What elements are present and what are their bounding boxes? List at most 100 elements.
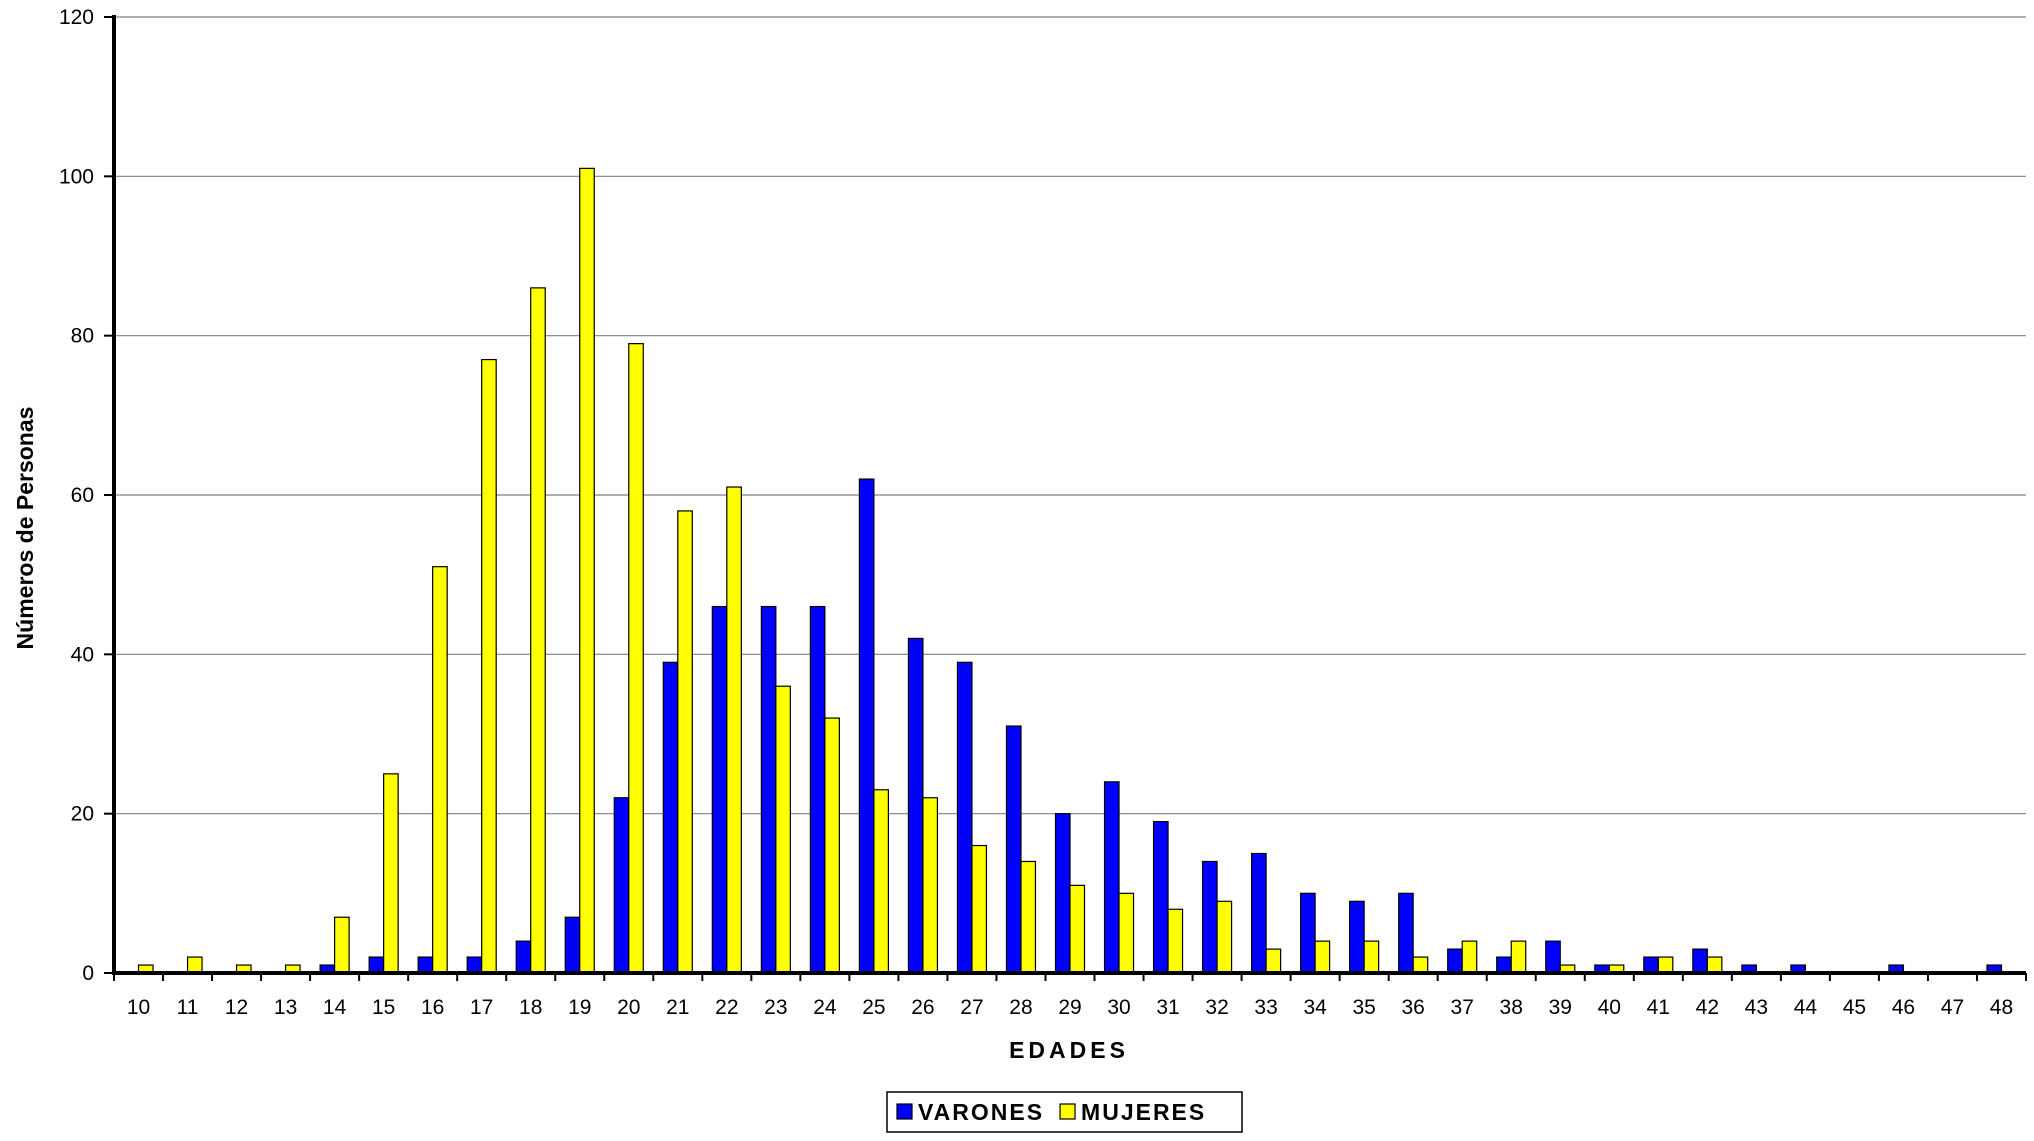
bar-mujeres-29 [1069,884,1086,974]
bar-varones-39 [1545,940,1561,974]
x-tick-label-11: 11 [177,996,199,1019]
x-tick-label-25: 25 [862,996,885,1019]
tick-labels: 0 20 40 60 80 100 120 10 11 12 13 14 15 16 17 18 19 20 21 2… [59,6,2013,1019]
bar-mujeres-32 [1216,900,1233,974]
y-tick-label-20: 20 [71,803,94,826]
x-tick-label-27: 27 [960,996,983,1019]
bar-varones-20 [613,797,630,974]
bar-mujeres-38 [1510,940,1527,974]
bar-mujeres-42 [1706,956,1723,974]
bar-varones-28 [1005,725,1022,974]
bars [137,167,2003,974]
y-tick-label-120: 120 [59,6,94,29]
bar-varones-33 [1251,852,1267,974]
bar-mujeres-36 [1412,956,1429,974]
bar-varones-23 [760,605,777,974]
x-tick-label-14: 14 [323,996,347,1019]
bar-varones-31 [1152,821,1169,974]
x-tick-label-12: 12 [225,996,248,1019]
x-tick-label-15: 15 [372,996,395,1019]
x-tick-label-17: 17 [470,996,493,1019]
x-tick-label-22: 22 [715,996,738,1019]
x-tick-label-36: 36 [1401,996,1424,1019]
bar-varones-30 [1103,781,1120,974]
legend-label-varones: VARONES [918,1099,1044,1125]
y-tick-label-40: 40 [71,643,94,666]
bar-varones-42 [1692,948,1708,974]
legend: VARONES MUJERES [886,1091,1243,1133]
bar-mujeres-14 [334,916,350,974]
bar-mujeres-34 [1314,940,1331,974]
bar-varones-22 [711,605,728,974]
legend-swatch-mujeres [1059,1103,1076,1120]
x-tick-label-38: 38 [1500,996,1523,1019]
x-tick-label-26: 26 [911,996,934,1019]
x-tick-label-30: 30 [1107,996,1130,1019]
bar-mujeres-30 [1118,892,1135,974]
bar-varones-38 [1496,956,1512,974]
bar-mujeres-19 [579,167,595,974]
bar-mujeres-18 [530,287,546,974]
x-tick-label-33: 33 [1254,996,1277,1019]
bar-mujeres-20 [628,343,644,974]
y-tick-label-0: 0 [82,962,94,985]
x-tick-label-16: 16 [421,996,444,1019]
x-axis-title: EDADES [1009,1037,1129,1063]
bar-varones-19 [564,916,581,974]
y-tick-label-100: 100 [59,165,94,188]
bar-mujeres-22 [726,486,742,974]
bar-varones-24 [809,605,826,974]
bar-mujeres-26 [922,797,939,974]
x-tick-label-44: 44 [1794,996,1818,1019]
x-tick-label-21: 21 [666,996,689,1019]
bar-varones-15 [368,956,385,974]
x-tick-label-48: 48 [1990,996,2013,1019]
bar-mujeres-17 [481,358,497,974]
x-tick-label-35: 35 [1352,996,1375,1019]
bar-mujeres-11 [186,956,203,974]
x-tick-label-46: 46 [1892,996,1915,1019]
bar-varones-41 [1643,956,1659,974]
x-tick-label-40: 40 [1598,996,1621,1019]
x-tick-label-10: 10 [127,996,150,1019]
bar-mujeres-15 [383,773,399,974]
x-tick-label-18: 18 [519,996,542,1019]
bar-mujeres-37 [1461,940,1478,974]
x-tick-label-23: 23 [764,996,787,1019]
x-tick-label-42: 42 [1696,996,1719,1019]
bar-varones-26 [907,637,924,974]
x-tick-label-41: 41 [1647,996,1670,1019]
bar-mujeres-28 [1020,860,1037,974]
bar-varones-25 [858,478,875,974]
x-tick-label-32: 32 [1205,996,1228,1019]
y-tick-label-60: 60 [71,484,94,507]
x-tick-label-39: 39 [1549,996,1572,1019]
bar-varones-27 [956,661,973,974]
bar-mujeres-33 [1265,948,1282,974]
bar-mujeres-21 [677,510,693,974]
axes [104,15,2027,981]
bar-mujeres-16 [432,566,448,974]
bar-mujeres-35 [1363,940,1380,974]
x-tick-label-45: 45 [1843,996,1866,1019]
bar-mujeres-23 [775,685,791,974]
x-tick-label-19: 19 [568,996,591,1019]
gridlines [114,16,2026,815]
legend-label-mujeres: MUJERES [1081,1099,1206,1125]
y-axis-title: Números de Personas [12,407,38,650]
bar-mujeres-41 [1657,956,1674,974]
bar-varones-32 [1201,860,1218,974]
bar-varones-18 [515,940,532,974]
x-tick-label-34: 34 [1303,996,1327,1019]
bar-varones-37 [1447,948,1463,974]
x-tick-label-43: 43 [1745,996,1768,1019]
bar-mujeres-27 [971,844,988,974]
bar-varones-35 [1349,900,1365,974]
bar-varones-16 [417,956,434,974]
x-tick-label-20: 20 [617,996,640,1019]
bar-varones-36 [1398,892,1414,974]
bar-mujeres-25 [873,789,889,974]
legend-box [886,1091,1243,1133]
x-tick-label-31: 31 [1156,996,1179,1019]
